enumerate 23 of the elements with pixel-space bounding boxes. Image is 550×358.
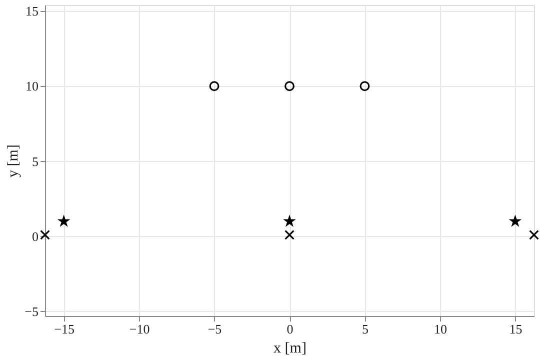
y-tick-label: 10 bbox=[26, 78, 38, 94]
point bbox=[40, 230, 50, 240]
y-tick-label: −5 bbox=[24, 304, 38, 319]
point bbox=[284, 216, 294, 226]
x-tick-label: −5 bbox=[208, 322, 222, 336]
point bbox=[284, 81, 294, 92]
point bbox=[59, 216, 69, 226]
y-tick-label: 5 bbox=[32, 154, 38, 169]
y-tick-label: 0 bbox=[32, 228, 38, 244]
point bbox=[209, 81, 220, 92]
x-tick-label: 10 bbox=[434, 322, 447, 336]
point bbox=[360, 81, 370, 92]
y-axis-title: y [m] bbox=[6, 144, 22, 178]
x-tick-label: 0 bbox=[286, 322, 294, 336]
point bbox=[529, 230, 539, 240]
y-tick-label: 15 bbox=[26, 4, 38, 19]
x-tick-label: −10 bbox=[129, 322, 150, 336]
x-tick-label: 15 bbox=[509, 322, 522, 336]
x-tick-label: 5 bbox=[362, 322, 368, 336]
point bbox=[284, 230, 294, 240]
point bbox=[510, 216, 520, 226]
x-axis-title: x [m] bbox=[274, 340, 306, 356]
x-tick-label: −15 bbox=[54, 322, 74, 336]
